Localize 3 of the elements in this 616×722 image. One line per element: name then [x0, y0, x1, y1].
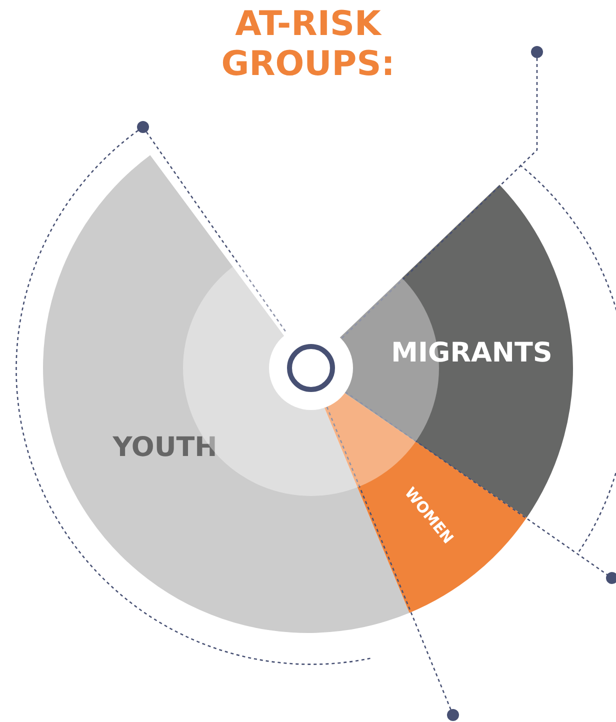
slice-label: YOUTH	[112, 432, 218, 463]
slice-label: MIGRANTS	[391, 338, 552, 369]
chart-title: AT-RISK GROUPS:	[220, 4, 396, 84]
